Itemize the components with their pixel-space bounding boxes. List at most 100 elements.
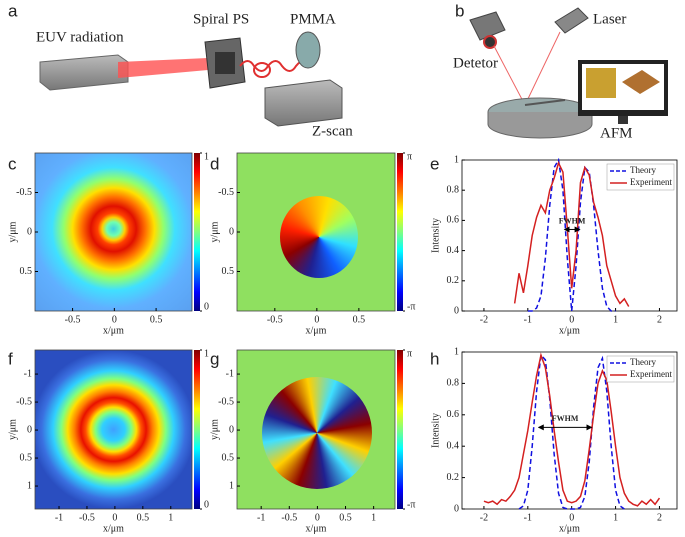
x-tick-label: 1	[613, 314, 618, 325]
afm-3d	[622, 70, 660, 94]
axes-frame	[34, 349, 193, 510]
x-tick-label: -0.5	[281, 512, 297, 523]
colorbar	[397, 153, 403, 311]
x-tick-label: 1	[371, 512, 376, 523]
afm-image	[586, 68, 616, 98]
phase-disc	[280, 196, 358, 278]
x-tick-label: 1	[168, 512, 173, 523]
colorbar-tick-label: π	[407, 348, 412, 359]
legend-label: Theory	[630, 165, 656, 175]
x-tick-label: 2	[657, 512, 662, 523]
panel-label: g	[210, 349, 219, 368]
x-tick-label: 0.5	[137, 512, 150, 523]
colorbar-tick-label: -π	[407, 499, 415, 510]
x-axis-label: x/μm	[559, 523, 580, 534]
x-axis-label: x/μm	[306, 325, 327, 336]
y-axis-label: y/μm	[209, 221, 220, 242]
phase-map	[237, 153, 395, 311]
legend-box	[606, 163, 675, 191]
y-tick-label: 0.6	[447, 215, 460, 226]
detector-lens	[483, 35, 497, 49]
y-tick-label: -0.5	[218, 396, 234, 407]
y-tick-label: 0	[454, 305, 459, 316]
series-line	[518, 353, 625, 510]
y-tick-label: 0.5	[20, 266, 33, 277]
y-tick-label: -0.5	[16, 396, 32, 407]
label: Detetor	[453, 55, 498, 71]
series-line	[483, 352, 661, 507]
x-axis-label: x/μm	[103, 523, 124, 534]
legend-label: Experiment	[630, 369, 672, 379]
panel-label: f	[8, 349, 13, 368]
y-tick-label: 0	[27, 226, 32, 237]
y-tick-label: 0.5	[222, 266, 235, 277]
y-tick-label: -0.5	[16, 187, 32, 198]
panel-label: h	[430, 349, 439, 368]
legend-label: Experiment	[630, 177, 672, 187]
reflected-beam	[493, 45, 526, 106]
phase-map	[237, 350, 395, 509]
label: Z-scan	[312, 123, 353, 139]
y-tick-label: -1	[226, 368, 234, 379]
x-tick-label: 0	[314, 314, 319, 325]
y-tick-label: 0.2	[447, 275, 460, 286]
x-axis-label: x/μm	[559, 325, 580, 336]
laser	[554, 7, 589, 34]
panel-label: c	[8, 154, 17, 173]
x-tick-label: -1	[524, 314, 532, 325]
pmma-sample	[295, 31, 321, 69]
phase-disc	[262, 377, 372, 489]
axes-frame	[34, 152, 193, 312]
x-axis-label: x/μm	[103, 325, 124, 336]
y-tick-label: 0.5	[222, 452, 235, 463]
y-axis-label: y/μm	[209, 419, 220, 440]
colorbar	[194, 350, 200, 509]
label: Laser	[593, 11, 626, 27]
y-axis-label: y/μm	[7, 221, 18, 242]
y-tick-label: 1	[229, 480, 234, 491]
y-tick-label: 0.8	[447, 184, 460, 195]
x-tick-label: 0	[569, 512, 574, 523]
colorbar	[194, 153, 200, 311]
panel-label: b	[455, 1, 464, 20]
x-tick-label: -0.5	[65, 314, 81, 325]
x-tick-label: 1	[613, 512, 618, 523]
detector	[469, 11, 506, 41]
y-tick-label: 0.6	[447, 409, 460, 420]
panel-label: a	[8, 1, 18, 20]
panel-label: e	[430, 154, 439, 173]
x-axis-label: x/μm	[306, 523, 327, 534]
euv-source	[39, 54, 129, 91]
x-tick-label: -2	[480, 512, 488, 523]
annotation: FWHM	[559, 216, 586, 225]
colorbar-tick-label: 0	[204, 301, 209, 312]
y-tick-label: -0.5	[218, 187, 234, 198]
x-tick-label: 0	[315, 512, 320, 523]
y-tick-label: 1	[454, 154, 459, 165]
x-tick-label: 0.5	[339, 512, 352, 523]
label: EUV radiation	[36, 29, 124, 45]
y-tick-label: 0	[229, 226, 234, 237]
annotation: FWHM	[552, 414, 579, 423]
x-tick-label: 0	[569, 314, 574, 325]
y-tick-label: 0.2	[447, 472, 460, 483]
axes-frame	[236, 349, 396, 510]
legend-box	[606, 355, 675, 383]
cantilever	[524, 99, 566, 106]
label: PMMA	[290, 11, 336, 27]
colorbar-tick-label: 0	[204, 499, 209, 510]
legend-label: Theory	[630, 357, 656, 367]
colorbar-tick-label: 1	[204, 348, 209, 359]
colorbar	[397, 350, 403, 509]
colorbar-tick-label: 1	[204, 151, 209, 162]
intensity-map	[35, 350, 192, 509]
y-axis-label: y/μm	[7, 419, 18, 440]
x-tick-label: -1	[257, 512, 265, 523]
y-tick-label: 0.8	[447, 378, 460, 389]
y-tick-label: 0.5	[20, 452, 33, 463]
y-tick-label: -1	[24, 368, 32, 379]
axes-frame	[461, 351, 678, 510]
x-tick-label: -1	[524, 512, 532, 523]
